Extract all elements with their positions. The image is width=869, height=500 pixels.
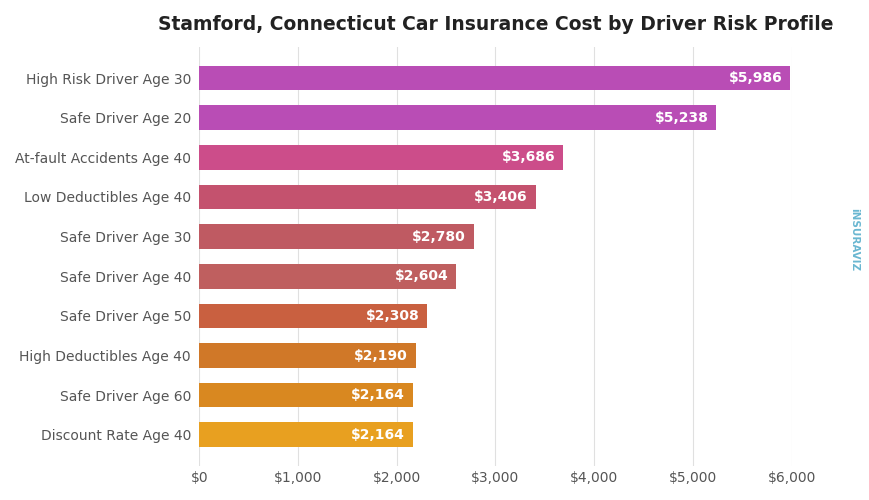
Bar: [199, 224, 474, 249]
Text: $2,604: $2,604: [395, 269, 448, 283]
Text: $2,164: $2,164: [351, 428, 405, 442]
Bar: [199, 66, 789, 90]
Bar: [199, 106, 715, 130]
Text: $5,986: $5,986: [728, 71, 781, 85]
Text: $2,308: $2,308: [365, 309, 419, 323]
Text: $2,164: $2,164: [351, 388, 405, 402]
Bar: [199, 343, 415, 368]
Text: iNSURAVIZ: iNSURAVIZ: [848, 208, 859, 272]
Bar: [199, 184, 535, 209]
Text: $3,406: $3,406: [474, 190, 527, 204]
Bar: [199, 145, 562, 170]
Text: $2,780: $2,780: [412, 230, 465, 243]
Bar: [199, 422, 413, 447]
Bar: [199, 304, 427, 328]
Title: Stamford, Connecticut Car Insurance Cost by Driver Risk Profile: Stamford, Connecticut Car Insurance Cost…: [157, 15, 833, 34]
Bar: [199, 383, 413, 407]
Text: $3,686: $3,686: [501, 150, 554, 164]
Text: $2,190: $2,190: [354, 348, 408, 362]
Bar: [199, 264, 456, 288]
Text: $5,238: $5,238: [653, 110, 707, 124]
